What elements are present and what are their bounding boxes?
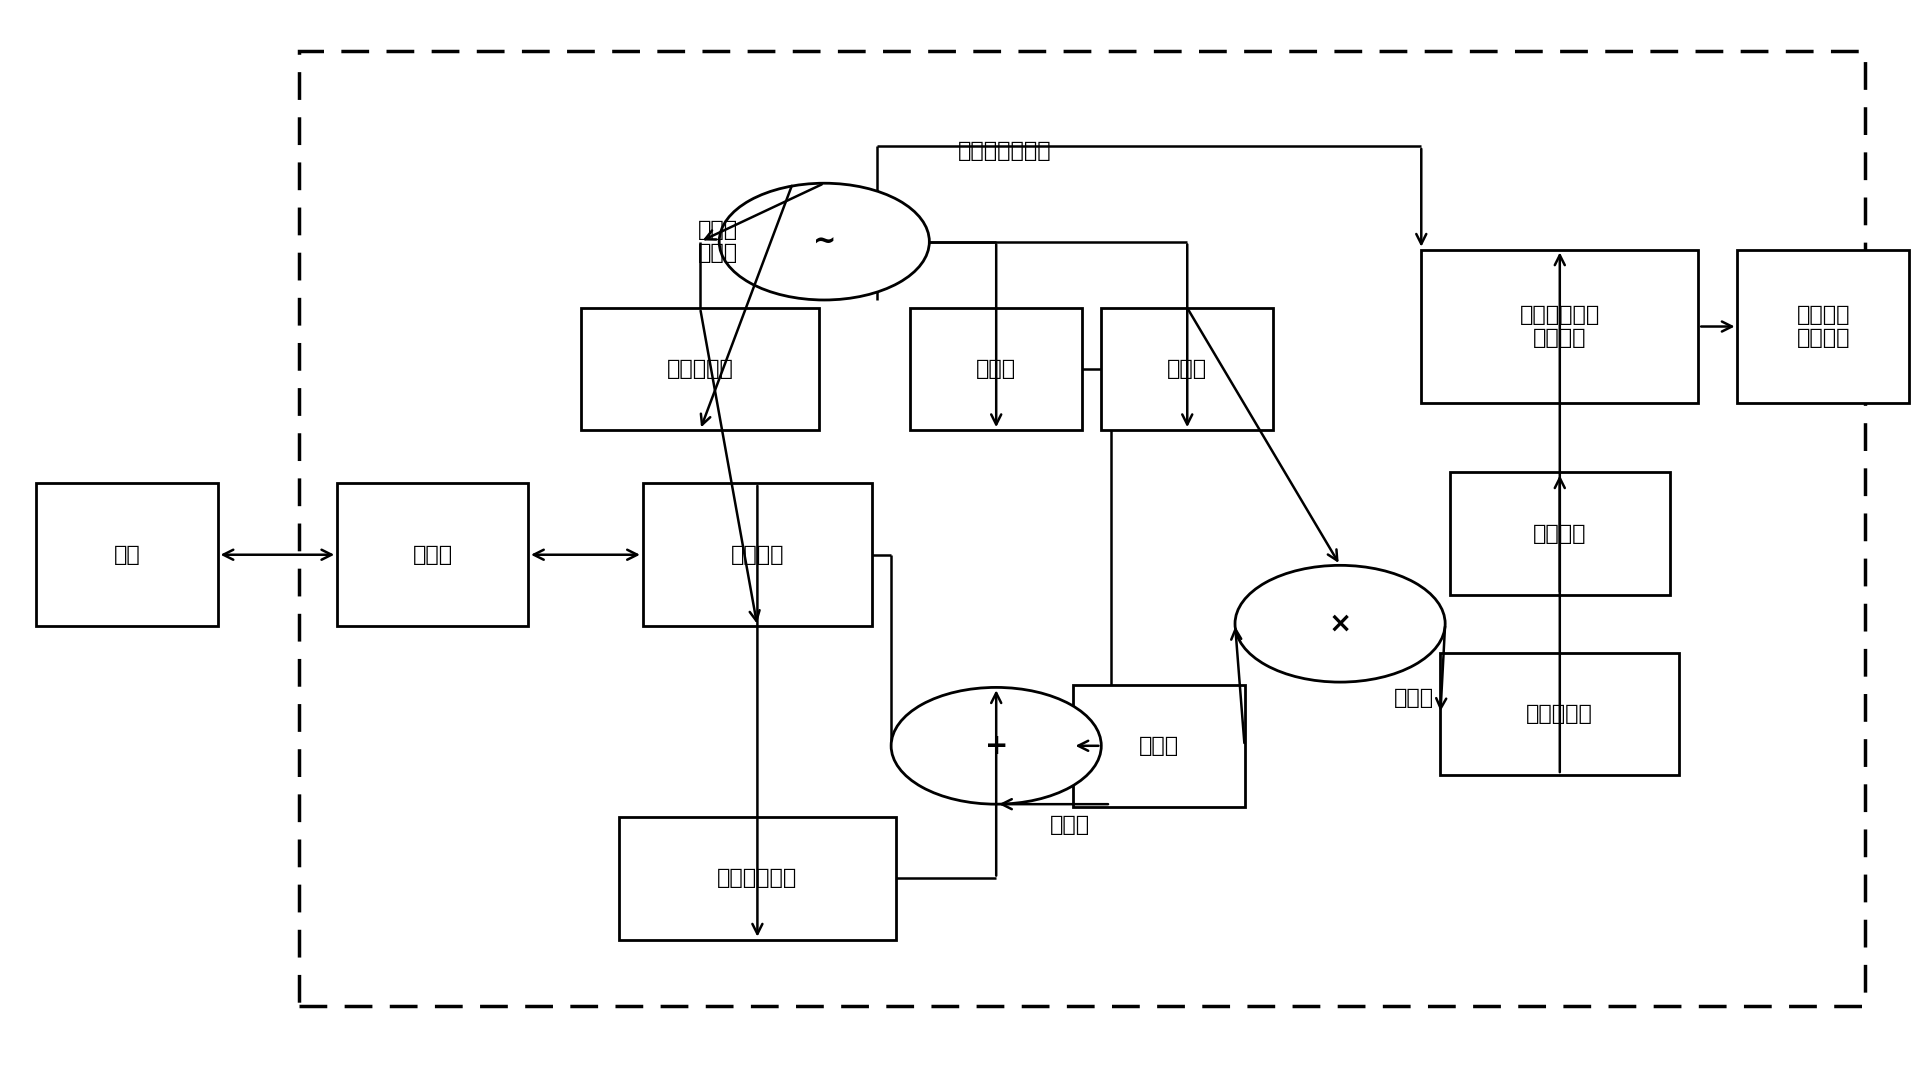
Bar <box>1073 685 1245 807</box>
Bar <box>910 308 1083 430</box>
Bar <box>619 817 897 940</box>
Bar <box>1450 473 1669 594</box>
Bar <box>36 483 218 626</box>
Text: 恒压放大器: 恒压放大器 <box>667 359 734 379</box>
Text: 数字信号处理
及控制器: 数字信号处理 及控制器 <box>1519 305 1600 348</box>
Text: 电声门图
信号输出: 电声门图 信号输出 <box>1797 305 1851 348</box>
Text: 正弦波
发生器: 正弦波 发生器 <box>697 220 738 264</box>
Text: 放大器: 放大器 <box>1138 736 1178 755</box>
Text: +: + <box>985 732 1008 760</box>
Circle shape <box>718 184 929 300</box>
Circle shape <box>891 687 1102 805</box>
Text: 喉部: 喉部 <box>113 545 140 564</box>
Text: 乘法器: 乘法器 <box>1393 688 1433 708</box>
Text: 电流电压转换: 电流电压转换 <box>717 869 797 889</box>
Text: 隔离器: 隔离器 <box>412 545 452 564</box>
Circle shape <box>1236 566 1445 682</box>
Text: 放大器: 放大器 <box>1167 359 1207 379</box>
Bar <box>642 483 872 626</box>
Text: 模数转换: 模数转换 <box>1533 524 1586 543</box>
Text: 放大器: 放大器 <box>975 359 1015 379</box>
Bar <box>1102 308 1274 430</box>
Text: ~: ~ <box>812 227 835 256</box>
Text: 频率、幅度控制: 频率、幅度控制 <box>958 142 1052 161</box>
Text: ×: × <box>1328 609 1351 638</box>
Text: 带通放大器: 带通放大器 <box>1527 704 1594 723</box>
Text: 加法器: 加法器 <box>1050 815 1090 835</box>
Bar <box>337 483 529 626</box>
Text: 电流检测: 电流检测 <box>730 545 784 564</box>
Bar <box>299 50 1866 1006</box>
Bar <box>1422 250 1698 403</box>
Bar <box>1441 653 1678 775</box>
Bar <box>1738 250 1910 403</box>
Bar <box>581 308 820 430</box>
